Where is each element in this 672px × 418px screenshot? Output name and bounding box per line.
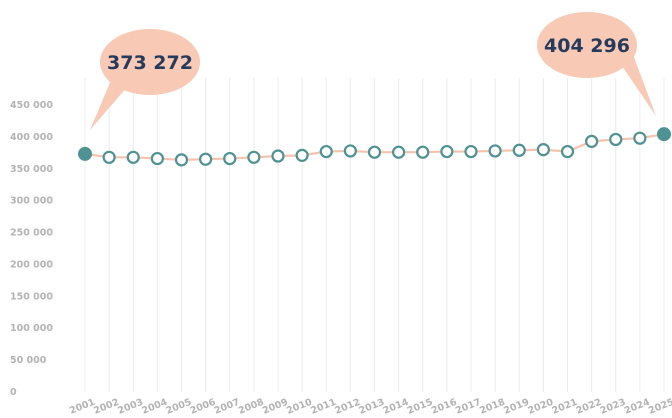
data-point	[174, 153, 189, 167]
y-axis-ticks: 0 50 000 100 000 150 000 200 000 250 000 300 0…	[10, 100, 53, 398]
data-point	[560, 144, 575, 159]
series	[78, 127, 671, 167]
callout-label: 373 272	[107, 52, 193, 74]
value-callout: 373 272	[90, 29, 200, 130]
data-point	[199, 152, 213, 166]
x-tick-label: 2025	[647, 397, 672, 417]
data-point	[440, 144, 454, 159]
data-point	[657, 127, 671, 142]
callout-bubble	[537, 12, 637, 78]
data-point	[223, 151, 237, 166]
y-tick-label: 150 000	[10, 291, 53, 302]
data-point	[633, 131, 647, 145]
data-point	[78, 146, 92, 161]
data-point	[126, 150, 140, 164]
value-callout: 404 296	[537, 12, 656, 116]
callout-label: 404 296	[544, 35, 630, 57]
callouts: 373 272 404 296	[90, 12, 656, 130]
data-point	[585, 134, 599, 148]
y-tick-label: 200 000	[10, 259, 53, 270]
data-point	[488, 144, 502, 158]
data-point	[416, 145, 430, 159]
data-point	[536, 143, 550, 157]
x-axis-ticks: 2001200220032004200520062007200820092010…	[68, 397, 672, 417]
y-tick-label: 0	[10, 387, 17, 398]
y-tick-label: 250 000	[10, 228, 53, 239]
data-point	[247, 150, 261, 164]
data-point	[367, 145, 382, 159]
data-point	[150, 151, 164, 166]
callout-tail	[618, 52, 656, 116]
data-point	[319, 144, 333, 159]
y-tick-label: 350 000	[10, 164, 53, 175]
data-point	[343, 144, 357, 158]
y-tick-label: 300 000	[10, 196, 53, 207]
y-tick-label: 450 000	[10, 100, 53, 111]
data-point	[464, 144, 478, 159]
y-tick-label: 100 000	[10, 323, 53, 334]
data-point	[102, 150, 116, 164]
y-tick-label: 50 000	[10, 355, 47, 366]
data-point	[295, 148, 309, 162]
data-point	[609, 132, 623, 147]
grid	[84, 78, 665, 392]
y-tick-label: 400 000	[10, 132, 53, 143]
callout-tail	[90, 78, 128, 130]
data-point	[512, 143, 526, 157]
data-point	[392, 145, 406, 159]
data-point	[271, 149, 285, 163]
callout-bubble	[100, 29, 200, 95]
